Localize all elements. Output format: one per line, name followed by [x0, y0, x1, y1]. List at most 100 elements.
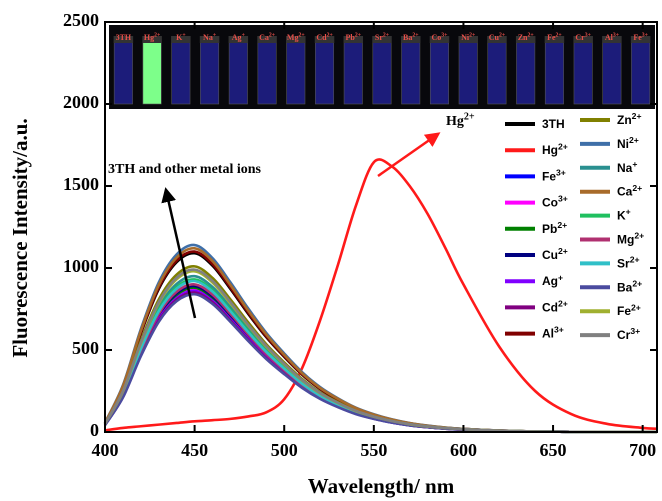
x-tick-label: 500: [271, 440, 298, 460]
photo-label: Mg2+: [287, 33, 305, 42]
x-tick-label: 400: [92, 440, 119, 460]
cuvette: [343, 41, 363, 105]
photo-label: 3TH: [116, 33, 132, 42]
cuvette-top: [286, 36, 306, 43]
photo-label: Fe2+: [547, 33, 562, 42]
cuvette-top: [228, 36, 249, 43]
legend-label: Fe3+: [542, 168, 566, 184]
legend-label: Co3+: [542, 194, 568, 210]
annotation: Hg2+: [446, 112, 475, 129]
legend-label: K+: [617, 207, 631, 223]
photo-label: Al3+: [605, 33, 619, 42]
legend-label: 3TH: [542, 117, 565, 131]
cuvette-top: [429, 36, 450, 43]
cuvette: [487, 41, 507, 105]
annotation-arrow: [161, 187, 197, 319]
photo-label: Ag+: [232, 33, 245, 42]
cuvette: [200, 41, 220, 105]
photo-label: Fe3+: [633, 33, 648, 42]
legend-label: Ca2+: [617, 183, 642, 199]
legend-label: Mg2+: [617, 231, 644, 247]
legend-label: Na+: [617, 159, 637, 175]
x-tick-label: 650: [540, 440, 567, 460]
cuvette: [458, 41, 478, 105]
series-line: [103, 279, 657, 434]
photo-label: Pb2+: [346, 33, 362, 42]
x-axis-title: Wavelength/ nm: [308, 474, 455, 498]
photo-label: K+: [176, 33, 186, 42]
photo-label: Na+: [203, 33, 216, 42]
cuvette: [286, 41, 306, 105]
cuvette-top: [515, 36, 536, 43]
x-tick-label: 700: [629, 440, 656, 460]
series-line: [103, 287, 657, 434]
cuvette-top: [573, 36, 593, 43]
plot-lines: [103, 158, 658, 434]
y-axis-title: Fluorescence Intensity/a.u.: [8, 118, 32, 357]
cuvette-top: [487, 36, 507, 43]
cuvette: [171, 41, 191, 105]
cuvette: [315, 41, 335, 105]
cuvette-top: [314, 36, 335, 43]
legend-label: Fe2+: [617, 303, 641, 319]
y-tick-label: 1000: [63, 256, 99, 276]
cuvette: [544, 41, 564, 105]
cuvette-top: [602, 36, 622, 43]
cuvette: [429, 41, 449, 105]
series-line: [103, 250, 657, 434]
legend-label: Sr2+: [617, 255, 640, 271]
series-line: [103, 289, 657, 434]
series-line: [104, 158, 658, 432]
cuvette-top: [199, 36, 220, 43]
cuvette: [257, 41, 277, 105]
legend-label: Al3+: [542, 325, 564, 341]
cuvette: [573, 41, 593, 105]
cuvette-top: [400, 36, 421, 43]
legend-label: Hg2+: [542, 142, 568, 158]
photo-label: Cd2+: [316, 33, 332, 42]
cuvette-top: [171, 36, 191, 43]
cuvette: [228, 41, 248, 105]
legend-label: Cr3+: [617, 326, 640, 342]
cuvette-top: [372, 36, 392, 43]
y-tick-label: 2500: [63, 10, 99, 30]
legend-label: Pb2+: [542, 220, 567, 236]
cuvette: [631, 41, 651, 105]
cuvette: [516, 41, 536, 105]
photo-label: Ba2+: [403, 33, 419, 42]
legend-label: Ag+: [542, 273, 563, 289]
cuvette-top: [343, 36, 364, 43]
y-tick-label: 500: [72, 338, 99, 358]
cuvette-top: [458, 36, 478, 43]
cuvette: [401, 41, 421, 105]
cuvette-top: [113, 36, 134, 43]
series-line: [103, 278, 657, 434]
legend-label: Ba2+: [617, 279, 642, 295]
series-line: [103, 283, 657, 434]
cuvette-top: [142, 36, 162, 43]
series-line: [103, 274, 657, 434]
cuvette-top: [544, 36, 565, 43]
x-tick-label: 450: [181, 440, 208, 460]
y-tick-label: 0: [90, 420, 99, 440]
cuvette: [142, 41, 162, 105]
legend-label: Cd2+: [542, 299, 568, 315]
photo-label: Ni2+: [461, 33, 475, 42]
cuvette: [113, 41, 133, 105]
photo-label: Zn2+: [518, 33, 534, 42]
y-tick-label: 1500: [63, 174, 99, 194]
photo-label: Cr3+: [575, 33, 590, 42]
series-line: [103, 289, 657, 434]
photo-label: Ca2+: [259, 33, 275, 42]
series-line: [103, 286, 657, 434]
legend-label: Zn2+: [617, 111, 642, 127]
y-tick-label: 2000: [63, 92, 99, 112]
photo-label: Co3+: [432, 33, 448, 42]
plot-frame: [104, 21, 658, 433]
series-line: [103, 284, 657, 434]
cuvette: [372, 41, 392, 105]
cuvette: [602, 41, 622, 105]
photo-label: Sr2+: [375, 33, 389, 42]
annotation-arrow: [377, 132, 441, 178]
